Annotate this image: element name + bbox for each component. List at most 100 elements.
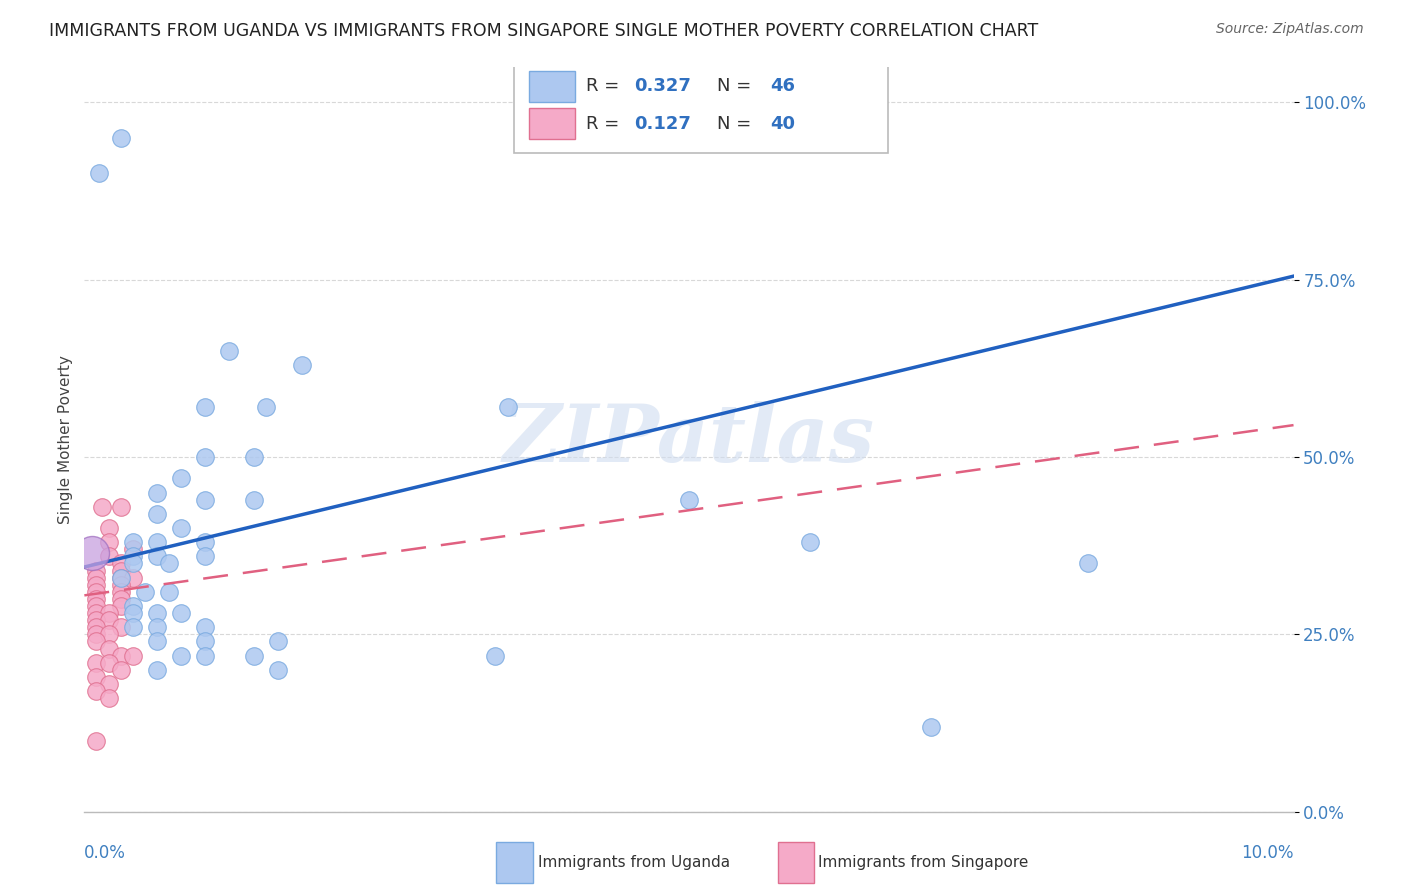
- Point: [194, 620, 217, 634]
- Point: [134, 584, 156, 599]
- Point: [121, 557, 143, 571]
- Text: Immigrants from Uganda: Immigrants from Uganda: [538, 855, 731, 870]
- Text: 0.0%: 0.0%: [84, 844, 127, 862]
- Point: [86, 564, 108, 578]
- Point: [194, 648, 217, 663]
- Point: [799, 535, 821, 549]
- Point: [194, 634, 217, 648]
- Point: [86, 627, 108, 641]
- Point: [110, 591, 132, 606]
- Point: [496, 401, 519, 415]
- Point: [121, 571, 143, 585]
- Point: [146, 620, 169, 634]
- Point: [157, 557, 180, 571]
- Point: [110, 571, 132, 585]
- Point: [110, 663, 132, 677]
- Point: [86, 670, 108, 684]
- Point: [97, 549, 120, 564]
- Point: [86, 684, 108, 698]
- Point: [121, 606, 143, 620]
- Point: [267, 634, 290, 648]
- Point: [110, 620, 132, 634]
- Point: [194, 535, 217, 549]
- Point: [110, 584, 132, 599]
- Point: [484, 648, 506, 663]
- Point: [170, 606, 193, 620]
- Point: [170, 471, 193, 485]
- Point: [86, 620, 108, 634]
- Y-axis label: Single Mother Poverty: Single Mother Poverty: [58, 355, 73, 524]
- FancyBboxPatch shape: [529, 108, 575, 139]
- Point: [242, 492, 264, 507]
- Point: [170, 648, 193, 663]
- Point: [194, 492, 217, 507]
- Text: N =: N =: [717, 78, 756, 95]
- Point: [121, 535, 143, 549]
- Point: [86, 584, 108, 599]
- Point: [157, 584, 180, 599]
- Point: [110, 564, 132, 578]
- Point: [97, 627, 120, 641]
- Point: [146, 485, 169, 500]
- Point: [97, 641, 120, 656]
- Point: [146, 606, 169, 620]
- Point: [110, 571, 132, 585]
- Point: [146, 535, 169, 549]
- Point: [97, 521, 120, 535]
- Point: [242, 450, 264, 464]
- Point: [97, 656, 120, 670]
- Point: [146, 549, 169, 564]
- Point: [121, 648, 143, 663]
- Point: [86, 733, 108, 747]
- Point: [86, 606, 108, 620]
- Point: [1077, 557, 1099, 571]
- Text: N =: N =: [717, 114, 756, 133]
- Point: [86, 599, 108, 613]
- Text: 46: 46: [770, 78, 794, 95]
- Text: R =: R =: [586, 114, 626, 133]
- Point: [920, 720, 942, 734]
- Point: [121, 599, 143, 613]
- Point: [110, 500, 132, 514]
- FancyBboxPatch shape: [529, 70, 575, 102]
- Point: [267, 663, 290, 677]
- Point: [86, 591, 108, 606]
- Point: [110, 578, 132, 592]
- Point: [242, 648, 264, 663]
- Point: [291, 358, 314, 372]
- Point: [97, 677, 120, 691]
- Point: [146, 663, 169, 677]
- Text: 10.0%: 10.0%: [1241, 844, 1294, 862]
- Point: [86, 656, 108, 670]
- Point: [86, 571, 108, 585]
- Text: Immigrants from Singapore: Immigrants from Singapore: [818, 855, 1029, 870]
- Point: [254, 401, 277, 415]
- Point: [110, 648, 132, 663]
- Point: [110, 131, 132, 145]
- Point: [194, 549, 217, 564]
- Point: [87, 166, 110, 180]
- Point: [97, 606, 120, 620]
- Text: 0.327: 0.327: [634, 78, 692, 95]
- Point: [97, 613, 120, 627]
- Point: [110, 557, 132, 571]
- Text: 40: 40: [770, 114, 794, 133]
- Point: [86, 634, 108, 648]
- Point: [97, 691, 120, 706]
- Text: IMMIGRANTS FROM UGANDA VS IMMIGRANTS FROM SINGAPORE SINGLE MOTHER POVERTY CORREL: IMMIGRANTS FROM UGANDA VS IMMIGRANTS FRO…: [49, 22, 1039, 40]
- Point: [121, 549, 143, 564]
- Text: ZIPatlas: ZIPatlas: [503, 401, 875, 478]
- Text: 0.127: 0.127: [634, 114, 692, 133]
- Point: [218, 343, 240, 358]
- Point: [121, 620, 143, 634]
- Text: R =: R =: [586, 78, 626, 95]
- Point: [170, 521, 193, 535]
- Point: [121, 542, 143, 557]
- Point: [80, 546, 103, 560]
- Point: [146, 507, 169, 521]
- Point: [86, 578, 108, 592]
- Point: [110, 599, 132, 613]
- Point: [146, 634, 169, 648]
- Point: [194, 401, 217, 415]
- Point: [194, 450, 217, 464]
